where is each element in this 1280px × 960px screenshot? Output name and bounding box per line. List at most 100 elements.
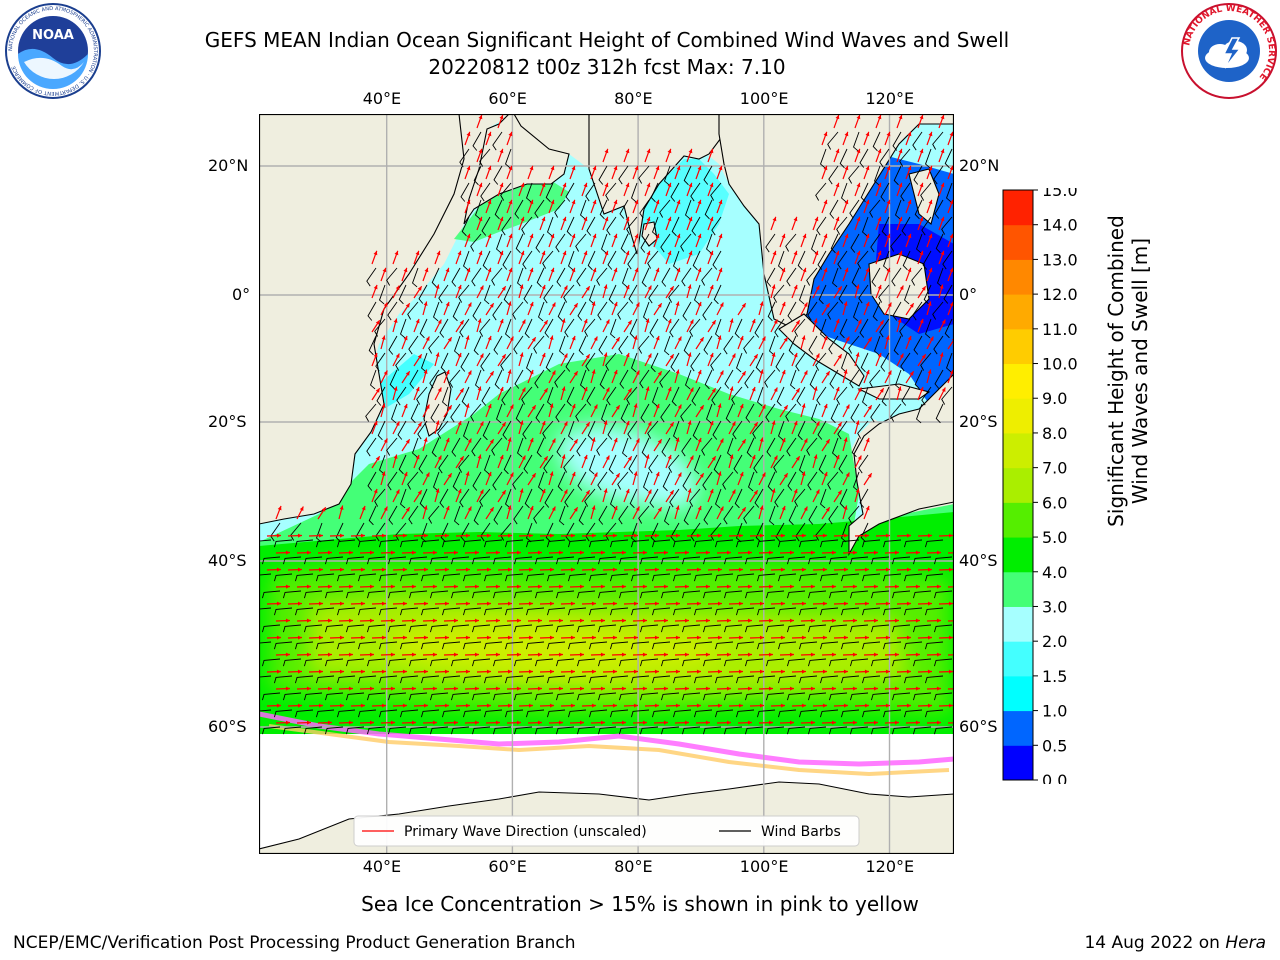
- wave-arrow-head: [865, 505, 870, 511]
- wind-barb: [588, 573, 608, 582]
- wave-arrow-head: [604, 148, 609, 154]
- wave-arrow-head: [771, 420, 776, 425]
- wave-arrow-head: [718, 267, 723, 273]
- wave-arrow-head: [633, 533, 638, 538]
- wind-barb: [618, 505, 629, 525]
- wind-barb: [639, 369, 650, 389]
- wave-arrow-head: [717, 335, 722, 340]
- wave-arrow-head: [857, 387, 862, 392]
- wave-arrow-head: [843, 567, 848, 572]
- wave-arrow-head: [507, 703, 512, 708]
- wave-arrow-head: [894, 550, 899, 555]
- wind-barb: [630, 675, 650, 684]
- wave-arrow-head: [928, 199, 933, 205]
- wind-barb: [726, 437, 734, 458]
- wind-barb: [462, 675, 482, 684]
- wind-barb: [565, 182, 575, 202]
- axis-tick-label: 60°E: [488, 89, 527, 108]
- wind-barb: [597, 590, 617, 599]
- wave-arrow-head: [897, 318, 902, 323]
- wave-arrow-head: [531, 473, 536, 478]
- wave-arrow-head: [949, 369, 954, 375]
- wind-barb: [324, 590, 344, 599]
- wave-arrow-head: [831, 618, 836, 623]
- wave-arrow-head: [402, 567, 407, 572]
- wave-arrow-head: [919, 114, 924, 120]
- wave-arrow-head: [615, 405, 620, 410]
- wind-barb: [282, 624, 302, 633]
- wind-barb: [315, 709, 335, 718]
- wave-arrow-head: [845, 472, 850, 477]
- wind-barb: [452, 301, 461, 322]
- wind-barb: [882, 250, 890, 271]
- wave-arrow-head: [877, 284, 882, 290]
- wind-barb: [451, 267, 461, 287]
- wave-arrow-head: [339, 635, 344, 640]
- colorbar-tick-label: 4.0: [1042, 563, 1067, 582]
- wind-barb: [924, 641, 944, 650]
- wave-arrow-head: [348, 652, 353, 657]
- wind-barb: [924, 607, 944, 616]
- wave-arrow-head: [507, 669, 512, 674]
- wave-arrow-head: [487, 131, 492, 137]
- wind-barb: [525, 675, 545, 684]
- wave-arrow-head: [405, 439, 410, 444]
- wind-barb: [418, 284, 428, 304]
- wave-arrow-head: [726, 550, 731, 555]
- wave-arrow-head: [654, 635, 659, 640]
- wind-barb: [630, 539, 650, 548]
- colorbar-cell: [1003, 710, 1033, 746]
- wind-barb: [933, 726, 953, 735]
- wind-barb: [607, 420, 617, 440]
- wind-barb: [479, 148, 491, 167]
- wind-barb: [450, 403, 461, 423]
- wind-barb: [746, 437, 755, 458]
- wave-arrow-head: [558, 618, 563, 623]
- wave-arrow-head: [621, 584, 626, 589]
- wave-arrow-head: [795, 320, 800, 325]
- wind-barb: [785, 403, 797, 422]
- wind-barb: [588, 539, 608, 548]
- wind-barb: [459, 488, 470, 508]
- wave-arrow-head: [487, 199, 492, 205]
- wave-arrow-head: [550, 267, 555, 273]
- wind-barb: [735, 607, 755, 616]
- wave-arrow-head: [402, 703, 407, 708]
- wind-barb: [682, 301, 692, 321]
- wind-barb: [576, 624, 596, 633]
- wave-arrow-head: [759, 437, 764, 442]
- wind-barb: [432, 471, 440, 492]
- wave-arrow-head: [877, 352, 882, 358]
- wave-arrow-head: [687, 352, 692, 357]
- wind-barb: [399, 318, 407, 339]
- wind-barb: [375, 352, 386, 372]
- wave-arrow-head: [465, 403, 470, 408]
- wind-barb: [481, 216, 491, 236]
- wave-arrow-head: [843, 505, 848, 510]
- wind-barb: [534, 556, 554, 565]
- wind-barb: [513, 658, 533, 667]
- wave-arrow-head: [907, 233, 912, 239]
- wave-arrow-head: [940, 182, 945, 188]
- wind-barb: [294, 641, 314, 650]
- wind-barb: [597, 658, 617, 667]
- wave-arrow-head: [625, 352, 630, 358]
- wind-barb: [932, 131, 944, 150]
- wind-barb: [408, 590, 428, 599]
- wind-barb: [859, 488, 869, 508]
- wave-arrow-head: [633, 635, 638, 640]
- wind-barb: [815, 352, 827, 371]
- wave-arrow-head: [627, 388, 632, 393]
- wave-arrow-head: [669, 422, 674, 427]
- wind-barb: [576, 556, 596, 565]
- wave-arrow-head: [865, 199, 870, 205]
- wave-arrow-head: [423, 505, 428, 510]
- wind-barb: [819, 675, 839, 684]
- wind-barb: [702, 471, 713, 491]
- wind-barb: [546, 386, 554, 407]
- wave-arrow-head: [520, 216, 525, 222]
- wind-barb: [660, 556, 680, 565]
- wave-arrow-head: [573, 371, 578, 376]
- colorbar-tick-label: 7.0: [1042, 459, 1067, 478]
- wave-arrow-head: [411, 584, 416, 589]
